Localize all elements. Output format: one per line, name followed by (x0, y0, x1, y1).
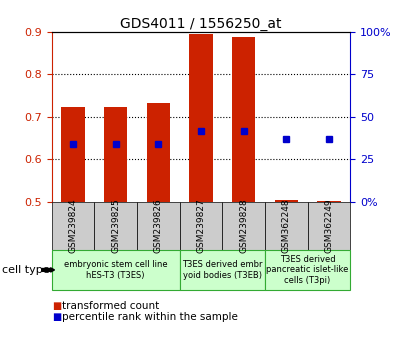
Text: T3ES derived embr
yoid bodies (T3EB): T3ES derived embr yoid bodies (T3EB) (182, 260, 263, 280)
Text: GSM362249: GSM362249 (324, 198, 334, 253)
Bar (189, 34, 213, 202)
Text: T3ES derived
pancreatic islet-like
cells (T3pi): T3ES derived pancreatic islet-like cells… (266, 255, 349, 285)
Text: cell type: cell type (2, 265, 50, 275)
Text: ■: ■ (52, 301, 61, 311)
Bar (275, 200, 298, 202)
Text: embryonic stem cell line
hES-T3 (T3ES): embryonic stem cell line hES-T3 (T3ES) (64, 260, 168, 280)
Text: transformed count: transformed count (62, 301, 159, 311)
Text: GSM239827: GSM239827 (197, 198, 205, 253)
Text: GSM239825: GSM239825 (111, 198, 120, 253)
Bar (61, 108, 85, 202)
Text: GSM362248: GSM362248 (282, 198, 291, 253)
Text: percentile rank within the sample: percentile rank within the sample (62, 312, 238, 322)
Bar (232, 37, 256, 202)
Text: GSM239826: GSM239826 (154, 198, 163, 253)
Text: GSM239824: GSM239824 (68, 198, 78, 253)
Bar (104, 108, 127, 202)
Title: GDS4011 / 1556250_at: GDS4011 / 1556250_at (120, 17, 282, 31)
Bar (317, 200, 341, 202)
Text: ■: ■ (52, 312, 61, 322)
Text: GSM239828: GSM239828 (239, 198, 248, 253)
Bar (146, 103, 170, 202)
